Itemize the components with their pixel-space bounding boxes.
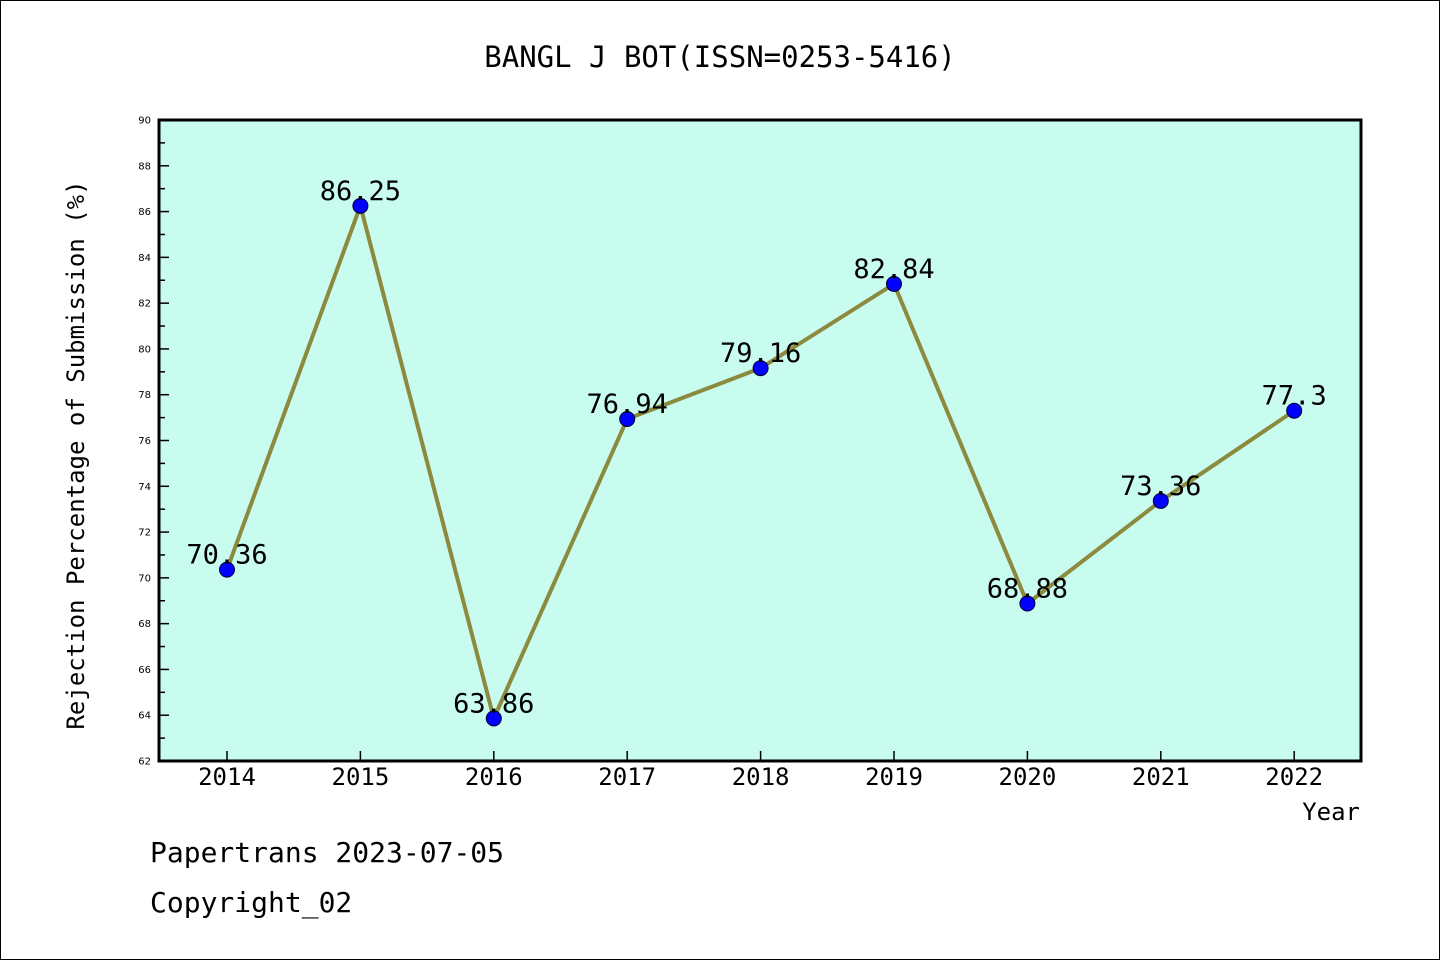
- x-tick-label: 2022: [1265, 763, 1323, 791]
- y-tick-label: 76: [138, 436, 151, 447]
- data-point-2016: [485, 710, 502, 727]
- y-tick-label: 80: [138, 344, 151, 355]
- y-tick-label: 62: [138, 757, 151, 768]
- x-tick-label: 2020: [999, 763, 1057, 791]
- data-labels: 70.36 86.25 63.86 76.94 79.16 82.84 68.88 73.36…: [186, 176, 1326, 720]
- data-point-2018: [752, 360, 769, 377]
- y-tick-label: 78: [138, 390, 151, 401]
- data-label-2017: 76.94: [587, 389, 668, 420]
- y-tick-label: 64: [138, 711, 151, 722]
- y-tick-label: 74: [138, 482, 151, 493]
- x-tick-label: 2014: [198, 763, 256, 791]
- data-label-2014: 70.36: [186, 540, 267, 571]
- data-label-2019: 82.84: [853, 254, 934, 285]
- plot-area: [157, 118, 1363, 763]
- y-axis: 62 64 66 68 70 72 74 76 78 80 82 84 86 88 90: [138, 116, 169, 768]
- y-tick-label: 82: [138, 299, 151, 310]
- x-tick-label: 2015: [332, 763, 390, 791]
- x-tick-label: 2018: [732, 763, 790, 791]
- y-tick-label: 88: [138, 161, 151, 172]
- series-markers: [219, 197, 1303, 727]
- y-axis-title: Rejection Percentage of Submission (%): [62, 180, 90, 729]
- data-label-2020: 68.88: [987, 573, 1068, 604]
- data-label-2018: 79.16: [720, 338, 801, 369]
- data-point-2022: [1286, 402, 1303, 419]
- data-point-2020: [1019, 595, 1036, 612]
- y-tick-label: 70: [138, 573, 151, 584]
- data-point-2019: [886, 275, 902, 292]
- y-tick-label: 86: [138, 207, 151, 218]
- data-label-2016: 63.86: [453, 688, 534, 719]
- y-tick-label: 68: [138, 619, 151, 630]
- footer-date: Papertrans 2023-07-05: [150, 836, 505, 869]
- data-label-2022: 77.3: [1262, 381, 1327, 412]
- x-tick-label: 2016: [465, 763, 523, 791]
- x-axis-title: Year: [1302, 798, 1360, 826]
- x-tick-label: 2021: [1132, 763, 1190, 791]
- data-point-2014: [219, 561, 235, 578]
- y-tick-label: 72: [138, 528, 151, 539]
- y-tick-label: 66: [138, 665, 151, 676]
- data-point-2017: [619, 410, 636, 427]
- footer-copyright: Copyright_02: [150, 886, 353, 919]
- x-axis: 2014 2015 2016 2017 2018 2019 2020 2021 2022: [198, 751, 1323, 791]
- x-tick-label: 2019: [865, 763, 923, 791]
- y-tick-label: 90: [138, 116, 151, 127]
- data-point-2015: [352, 197, 369, 214]
- data-label-2015: 86.25: [320, 176, 401, 207]
- data-label-2021: 73.36: [1120, 471, 1201, 502]
- y-tick-label: 84: [138, 253, 151, 264]
- x-tick-label: 2017: [598, 763, 656, 791]
- chart-title: BANGL J BOT(ISSN=0253-5416): [484, 40, 955, 74]
- data-point-2021: [1152, 492, 1169, 509]
